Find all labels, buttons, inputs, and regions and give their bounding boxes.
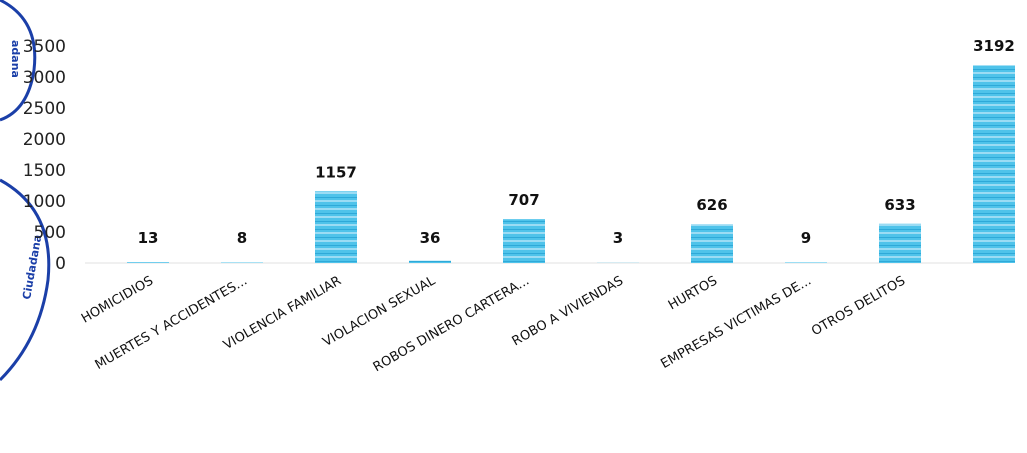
y-axis: 0 500 1000 1500 2000 2500 3000 3500 xyxy=(23,37,66,274)
bar xyxy=(973,65,1015,263)
category-label: HOMICIDIOS xyxy=(79,273,156,326)
category-label: ROBOS DINERO CARTERA... xyxy=(371,273,532,375)
y-tick-label: 2000 xyxy=(23,130,66,150)
stamp-text-top: adana xyxy=(9,40,22,78)
y-tick-label: 3500 xyxy=(23,37,66,57)
data-label: 36 xyxy=(420,229,441,247)
data-label: 9 xyxy=(801,229,811,247)
y-tick-label: 1000 xyxy=(23,192,66,212)
category-label: MUERTES Y ACCIDENTES... xyxy=(93,273,250,373)
data-label: 13 xyxy=(138,229,159,247)
category-label: HURTOS xyxy=(666,273,720,313)
y-tick-label: 500 xyxy=(34,223,66,243)
bar xyxy=(503,219,545,263)
data-label: 1157 xyxy=(315,163,357,181)
data-label: 3192 xyxy=(973,37,1015,55)
data-labels: 13 8 1157 36 707 3 626 9 633 3192 xyxy=(138,37,1015,247)
category-label: OTROS DELITOS xyxy=(809,273,908,339)
stamp-seal: adana Ciudadana xyxy=(0,0,51,382)
data-label: 633 xyxy=(884,196,915,214)
y-tick-label: 2500 xyxy=(23,99,66,119)
bars xyxy=(127,65,1015,263)
bar xyxy=(879,223,921,263)
data-label: 707 xyxy=(508,191,539,209)
bar xyxy=(409,260,451,263)
bar xyxy=(691,224,733,263)
y-tick-label: 3000 xyxy=(23,68,66,88)
y-tick-label: 1500 xyxy=(23,161,66,181)
bar xyxy=(785,262,827,263)
data-label: 626 xyxy=(696,196,727,214)
data-label: 3 xyxy=(613,229,623,247)
y-tick-label: 0 xyxy=(55,254,66,274)
data-label: 8 xyxy=(237,229,247,247)
category-label: EMPRESAS VICTIMAS DE... xyxy=(658,273,814,371)
bar xyxy=(315,191,357,263)
stamp-text-bottom: Ciudadana xyxy=(20,234,44,301)
bar xyxy=(127,262,169,263)
